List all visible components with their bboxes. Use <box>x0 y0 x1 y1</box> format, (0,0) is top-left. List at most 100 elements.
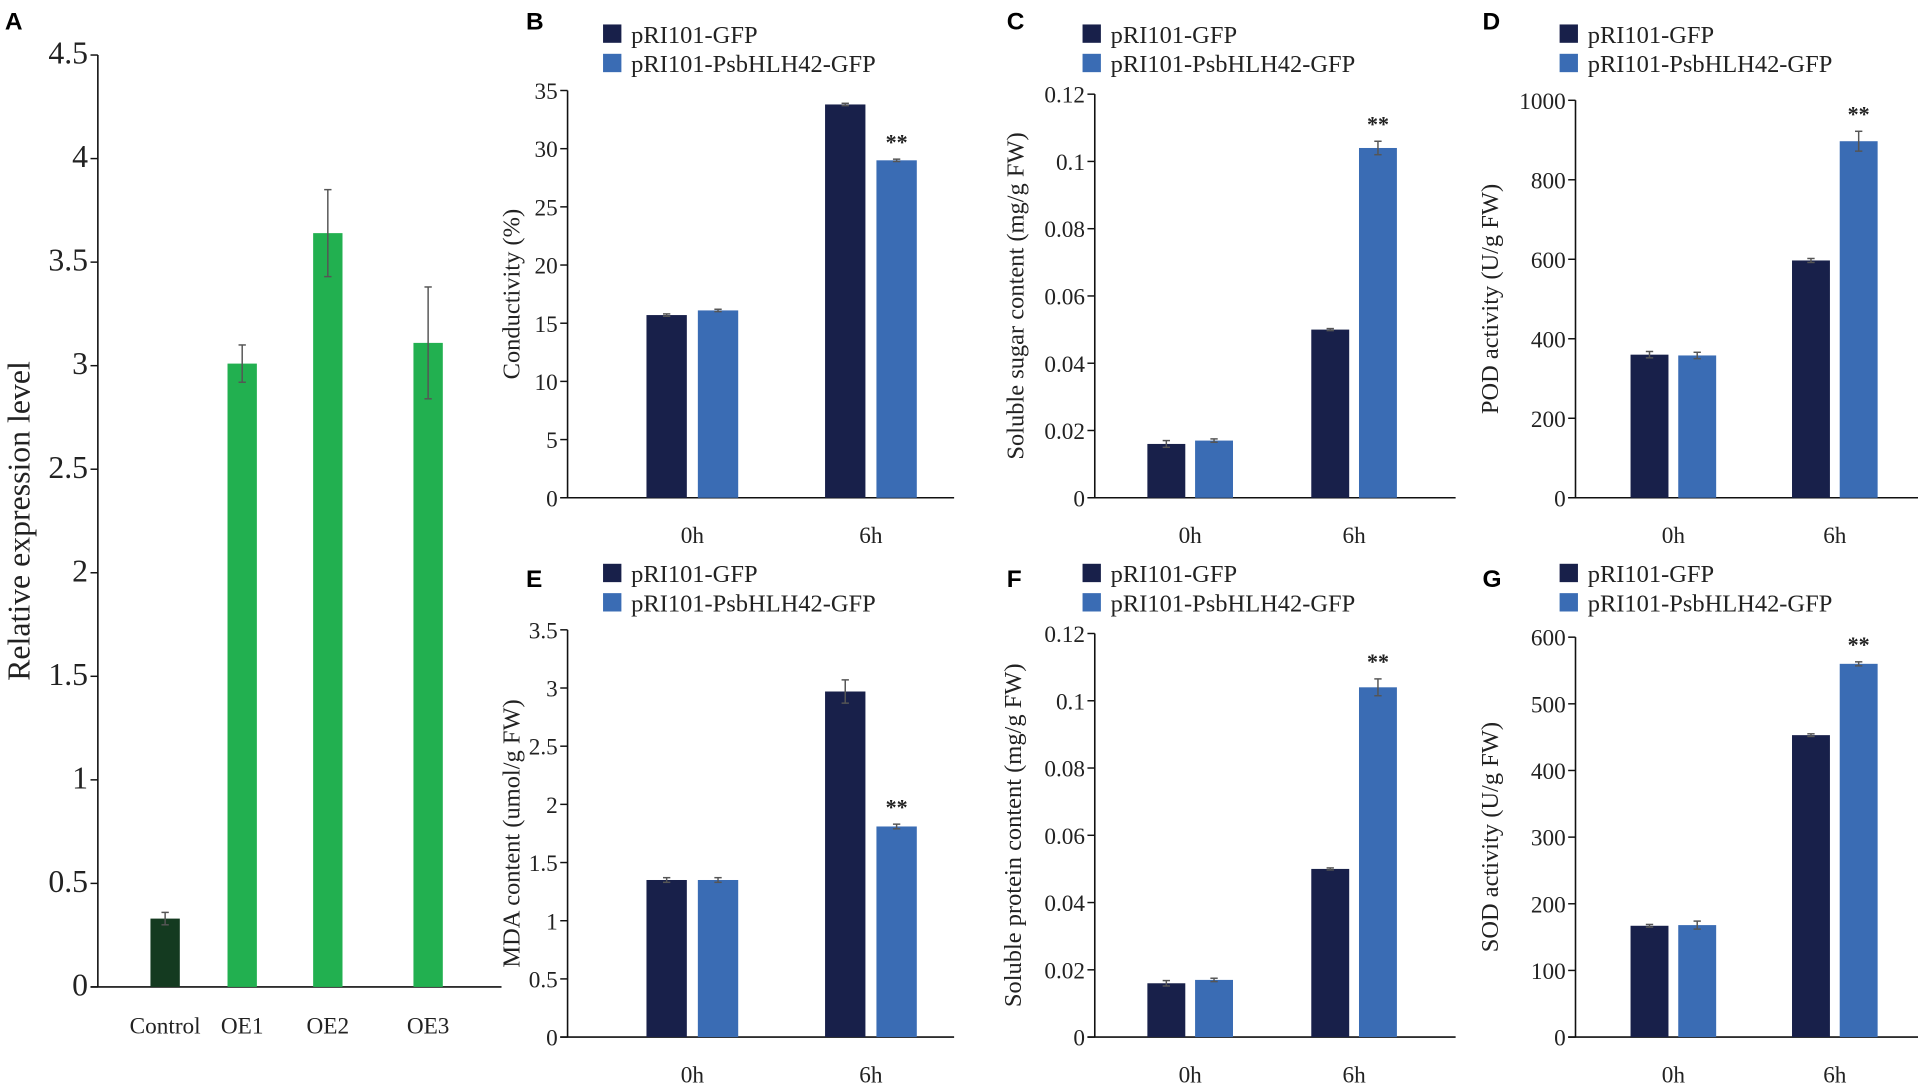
y-tick-label: 0 <box>1554 486 1566 512</box>
y-tick-label: 4.5 <box>48 36 88 71</box>
y-tick-label: 4 <box>72 139 88 174</box>
y-tick-label: 200 <box>1531 407 1566 433</box>
x-category-label: 0h <box>1179 523 1203 549</box>
panel-letter: E <box>526 566 542 593</box>
legend-swatch <box>603 53 622 73</box>
legend-label: pRI101-GFP <box>631 22 757 49</box>
y-tick-label: 3.5 <box>529 618 558 644</box>
legend-label: pRI101-PsbHLH42-GFP <box>631 51 876 78</box>
legend-label: pRI101-PsbHLH42-GFP <box>1588 590 1833 617</box>
legend-label: pRI101-GFP <box>1588 22 1714 49</box>
legend-label: pRI101-PsbHLH42-GFP <box>631 590 876 617</box>
y-tick-label: 3 <box>72 346 88 381</box>
y-tick-label: 0.12 <box>1044 622 1085 648</box>
y-tick-label: 30 <box>535 137 558 163</box>
y-tick-label: 0.06 <box>1044 824 1085 850</box>
legend-swatch <box>1082 593 1101 612</box>
bar-psbhlh42-0h <box>1678 925 1717 1038</box>
significance-marker: ** <box>886 794 908 819</box>
x-category-label: 6h <box>1342 523 1366 549</box>
y-tick-label: 10 <box>535 370 558 396</box>
significance-marker: ** <box>1848 102 1870 127</box>
y-tick-label: 5 <box>546 428 558 454</box>
y-tick-label: 0.5 <box>529 967 558 993</box>
panel-g: G 0 100 200 300 400 500 600 SOD activity (U/g FW… <box>1477 561 1918 1086</box>
bar-gfp-0h <box>1147 983 1186 1038</box>
y-tick-label: 35 <box>535 79 558 105</box>
x-category-label: OE2 <box>307 1013 350 1039</box>
y-tick-label: 2 <box>546 793 558 819</box>
panel-a: A 0 0.5 1 1.5 2 2.5 3 3.5 4 4.5 Relative expression… <box>1 8 502 1039</box>
y-tick-label: 400 <box>1531 759 1566 785</box>
legend-label: pRI101-PsbHLH42-GFP <box>1588 51 1833 78</box>
legend-swatch <box>1082 563 1101 583</box>
bar-psbhlh42-6h <box>1839 141 1878 498</box>
x-category-label: 6h <box>859 1062 883 1086</box>
legend-swatch <box>1082 53 1101 73</box>
y-tick-label: 2.5 <box>529 735 558 761</box>
x-category-label: 6h <box>1823 1062 1847 1086</box>
y-tick-label: 0.04 <box>1044 891 1085 917</box>
x-category-label: 6h <box>1823 523 1847 549</box>
y-tick-label: 600 <box>1531 626 1566 652</box>
y-tick-label: 0.1 <box>1056 689 1085 715</box>
y-tick-label: 3.5 <box>48 243 88 278</box>
bar-psbhlh42-0h <box>1195 440 1233 498</box>
y-tick-label: 1 <box>72 760 88 795</box>
significance-marker: ** <box>1367 649 1389 674</box>
y-tick-label: 0 <box>1073 1026 1085 1052</box>
bar-gfp-0h <box>1630 354 1669 498</box>
legend-swatch <box>1559 24 1578 43</box>
panel-letter: F <box>1007 566 1022 593</box>
y-tick-label: 500 <box>1531 692 1566 718</box>
bar-gfp-6h <box>1792 260 1830 498</box>
bar-gfp-0h <box>646 879 687 1038</box>
y-tick-label: 0 <box>72 968 88 1003</box>
y-tick-label: 0.02 <box>1044 419 1085 445</box>
y-axis-label: POD activity (U/g FW) <box>1477 184 1504 414</box>
panel-c: C 0 0.02 0.04 0.06 0.08 0.1 0.12 Soluble sugar c… <box>1002 8 1456 549</box>
panel-letter: B <box>526 8 544 35</box>
legend-swatch <box>1082 24 1101 43</box>
y-tick-label: 0 <box>1554 1026 1566 1052</box>
y-tick-label: 0 <box>1073 486 1085 512</box>
bar-psbhlh42-0h <box>1678 355 1717 498</box>
y-tick-label: 600 <box>1531 248 1566 274</box>
bar-gfp-0h <box>646 315 687 498</box>
y-axis-label: Relative expression level <box>1 361 36 681</box>
significance-marker: ** <box>886 129 908 154</box>
panel-e: E 0 0.5 1 1.5 2 2.5 3 3.5 MDA content (umol/g FW)… <box>498 561 955 1086</box>
panel-b: B 0 5 10 15 20 25 30 35 Conductivity (%) 0h 6h ** pRI… <box>498 8 955 549</box>
bar-control <box>150 918 180 987</box>
y-tick-label: 300 <box>1531 826 1566 852</box>
x-category-label: 0h <box>681 1062 705 1086</box>
bar-psbhlh42-6h <box>876 826 917 1038</box>
y-tick-label: 20 <box>535 254 558 280</box>
y-tick-label: 2.5 <box>48 450 88 485</box>
y-tick-label: 3 <box>546 677 558 703</box>
y-tick-label: 0.1 <box>1056 150 1085 176</box>
bar-psbhlh42-6h <box>876 160 917 498</box>
y-tick-label: 0.5 <box>48 864 88 899</box>
x-category-label: 6h <box>859 523 883 549</box>
legend-swatch <box>603 24 622 43</box>
panel-letter: G <box>1483 566 1502 593</box>
panel-d: D 0 200 400 600 800 1000 POD activity (U/g FW) 0… <box>1477 8 1918 549</box>
y-tick-label: 1000 <box>1519 89 1565 115</box>
x-category-label: 0h <box>681 523 705 549</box>
bar-gfp-6h <box>1311 329 1350 498</box>
bar-psbhlh42-6h <box>1358 147 1397 498</box>
bar-psbhlh42-0h <box>697 879 739 1038</box>
y-tick-label: 200 <box>1531 892 1566 918</box>
y-tick-label: 0.04 <box>1044 352 1085 378</box>
legend-swatch <box>603 563 622 583</box>
y-axis-label: Conductivity (%) <box>498 209 525 379</box>
y-tick-label: 0.08 <box>1044 217 1085 243</box>
y-tick-label: 1.5 <box>48 657 88 692</box>
legend-label: pRI101-GFP <box>1111 22 1237 49</box>
y-tick-label: 0.02 <box>1044 958 1085 984</box>
legend-swatch <box>1559 593 1578 612</box>
legend-label: pRI101-PsbHLH42-GFP <box>1111 51 1356 78</box>
x-category-label: OE1 <box>221 1013 264 1039</box>
